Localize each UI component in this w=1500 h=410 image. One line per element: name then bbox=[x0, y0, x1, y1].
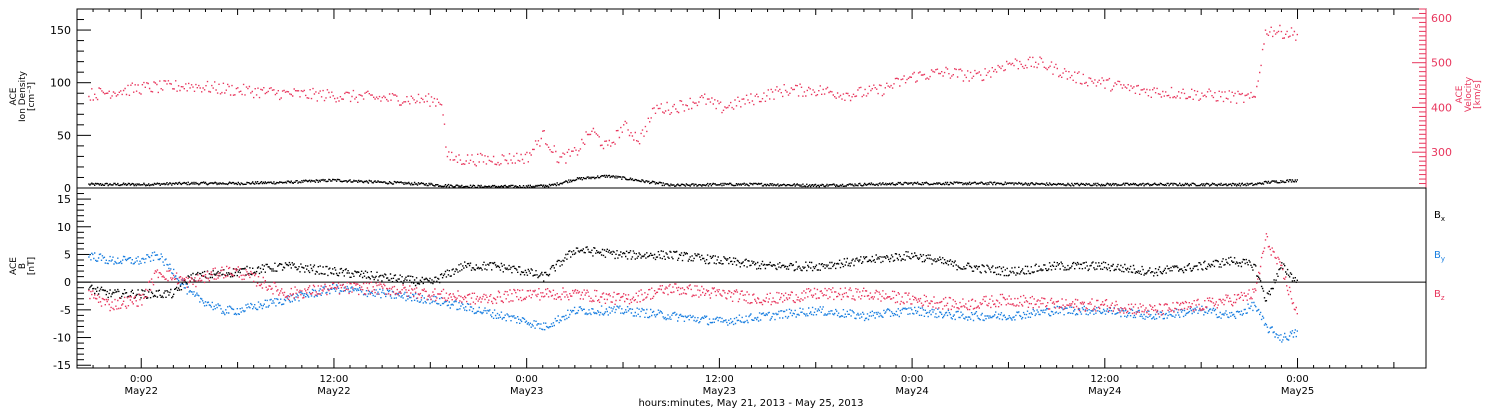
velocity-series bbox=[88, 24, 1299, 167]
density-axis-tick-label: 150 bbox=[50, 24, 71, 37]
velocity-axis-tick-label: 500 bbox=[1431, 57, 1452, 70]
field-axis-tick-label: 10 bbox=[57, 221, 71, 234]
time-axis: 0:00May2212:00May220:00May2312:00May230:… bbox=[92, 9, 1395, 397]
field-axis-tick-label: -15 bbox=[53, 359, 71, 372]
density-axis-tick-label: 0 bbox=[64, 182, 71, 195]
field-axis-tick-label: 5 bbox=[64, 248, 71, 261]
date-tick-label: May25 bbox=[1281, 386, 1314, 397]
legend-entry-By: By bbox=[1434, 250, 1445, 263]
density-axis-tick-label: 50 bbox=[57, 129, 71, 142]
date-tick-label: May22 bbox=[125, 386, 158, 397]
date-tick-label: May22 bbox=[317, 386, 350, 397]
magnetic-field-panel: -15 -10 -5 0 5 10 15 ACEB[nT] Bx By Bz bbox=[9, 187, 1445, 372]
velocity-axis-tick-label: 300 bbox=[1431, 146, 1452, 159]
field-panel-frame bbox=[76, 187, 1427, 369]
field-axis-tick-label: 0 bbox=[64, 276, 71, 289]
velocity-axis-title: ACEVelocity[km/s] bbox=[1455, 76, 1483, 112]
velocity-axis-tick-label: 600 bbox=[1431, 12, 1452, 25]
density-velocity-panel: 0 50 100 150 ACEIon Density[cm⁻³] 300 400 500 60… bbox=[9, 8, 1483, 195]
density-axis-tick-label: 100 bbox=[50, 77, 71, 90]
legend-entry-Bx: Bx bbox=[1434, 210, 1445, 223]
field-axis-title: ACEB[nT] bbox=[9, 257, 37, 275]
time-tick-label: 12:00 bbox=[705, 374, 734, 385]
x-axis-label: hours:minutes, May 21, 2013 - May 25, 20… bbox=[638, 398, 863, 409]
legend-entry-Bz: Bz bbox=[1434, 289, 1445, 302]
by-series bbox=[88, 251, 1299, 343]
density-axis-title: ACEIon Density[cm⁻³] bbox=[9, 70, 37, 122]
date-tick-label: May24 bbox=[1088, 386, 1121, 397]
time-tick-label: 0:00 bbox=[130, 374, 152, 385]
density-series bbox=[88, 174, 1299, 189]
density-panel-frame bbox=[76, 8, 1427, 189]
date-tick-label: May24 bbox=[895, 386, 928, 397]
time-tick-label: 0:00 bbox=[1286, 374, 1308, 385]
field-axis-tick-label: -10 bbox=[53, 332, 71, 345]
field-axis-tick-label: 15 bbox=[57, 193, 71, 206]
time-tick-label: 12:00 bbox=[1090, 374, 1119, 385]
time-tick-label: 0:00 bbox=[515, 374, 537, 385]
bx-series bbox=[88, 246, 1299, 302]
bz-series bbox=[88, 233, 1299, 316]
date-tick-label: May23 bbox=[703, 386, 736, 397]
date-tick-label: May23 bbox=[510, 386, 543, 397]
velocity-axis-tick-label: 400 bbox=[1431, 101, 1452, 114]
time-tick-label: 0:00 bbox=[901, 374, 923, 385]
time-tick-label: 12:00 bbox=[320, 374, 349, 385]
field-axis-tick-label: -5 bbox=[60, 304, 71, 317]
